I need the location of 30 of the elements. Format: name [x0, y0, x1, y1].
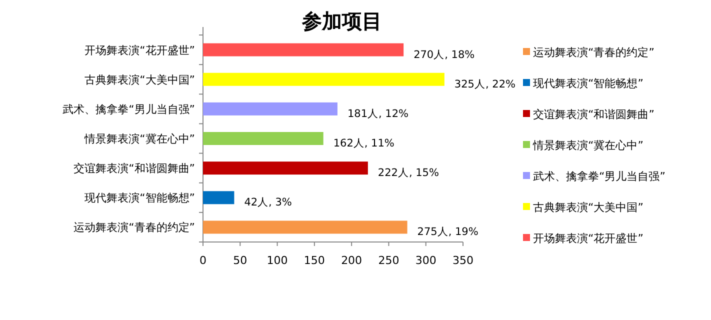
- legend-label: 情景舞表演“冀在心中”: [532, 139, 644, 152]
- data-label: 275人, 19%: [417, 226, 478, 238]
- y-tick-label: 情景舞表演“冀在心中”: [84, 132, 195, 146]
- y-tick-label: 开场舞表演“花开盛世”: [84, 44, 195, 57]
- x-tick-label: 350: [452, 254, 474, 267]
- y-tick-label: 交谊舞表演“和谐圆舞曲”: [74, 162, 195, 176]
- legend-label: 交谊舞表演“和谐圆舞曲”: [533, 108, 654, 121]
- x-tick-label: 250: [378, 254, 400, 267]
- data-label: 162人, 11%: [333, 138, 394, 150]
- data-label: 42人, 3%: [244, 196, 292, 209]
- x-tick-label: 50: [233, 254, 248, 267]
- chart-title: 参加项目: [301, 9, 382, 33]
- x-tick-label: 100: [266, 254, 288, 267]
- legend-label: 现代舞表演“智能畅想”: [533, 77, 644, 90]
- x-tick-label: 0: [200, 254, 206, 267]
- legend-label: 开场舞表演“花开盛世”: [533, 232, 644, 245]
- y-tick-label: 运动舞表演“青春的约定”: [74, 221, 195, 234]
- y-tick-label: 现代舞表演“智能畅想”: [84, 192, 195, 205]
- y-tick-label: 武术、擒拿拳“男儿当自强”: [62, 102, 195, 116]
- data-label: 270人, 18%: [414, 48, 475, 61]
- x-tick-label: 150: [304, 254, 325, 267]
- legend-label: 武术、擒拿拳“男儿当自强”: [533, 170, 666, 183]
- y-tick-label: 古典舞表演“大美中国”: [84, 73, 195, 86]
- legend-label: 古典舞表演“大美中国”: [533, 201, 644, 214]
- data-label: 325人, 22%: [454, 78, 516, 90]
- x-tick-label: 200: [341, 254, 362, 267]
- data-label: 181人, 12%: [347, 108, 409, 120]
- x-tick-label: 300: [415, 254, 436, 267]
- legend-label: 运动舞表演“青春的约定”: [533, 46, 654, 59]
- data-label: 222人, 15%: [378, 167, 439, 180]
